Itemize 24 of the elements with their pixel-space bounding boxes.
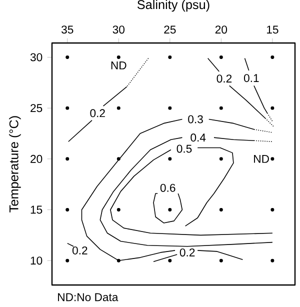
series-label: 0.3 xyxy=(188,115,203,124)
y-tick-label: 25 xyxy=(30,104,42,112)
series-label: 0.2 xyxy=(180,248,195,256)
x-axis-title: Salinity (psu) xyxy=(137,0,210,12)
x-tick-label: 20 xyxy=(215,26,228,34)
data-label: ND xyxy=(111,61,126,70)
series-label: 0.2 xyxy=(216,74,232,83)
x-tick-label: 35 xyxy=(62,26,74,34)
y-tick-label: 30 xyxy=(30,53,42,62)
text: ND:No Data xyxy=(58,293,118,302)
series-label: 0.2 xyxy=(72,246,88,254)
series-label: 0.6 xyxy=(160,184,176,192)
x-tick-label: 25 xyxy=(164,26,176,34)
y-tick-label: 20 xyxy=(30,154,42,163)
y-tick-label: 15 xyxy=(30,206,42,214)
y-tick-label: 10 xyxy=(30,256,42,265)
data-label: ND xyxy=(254,155,269,163)
series-label: 0.2 xyxy=(90,109,105,118)
series-label: 0.1 xyxy=(244,74,259,82)
y-axis-title: Temperature (°C) xyxy=(9,116,21,212)
series-label: 0.5 xyxy=(176,144,192,153)
x-tick-label: 30 xyxy=(112,26,124,34)
series-label: 0.4 xyxy=(190,134,206,142)
x-tick-label: 15 xyxy=(266,26,278,34)
